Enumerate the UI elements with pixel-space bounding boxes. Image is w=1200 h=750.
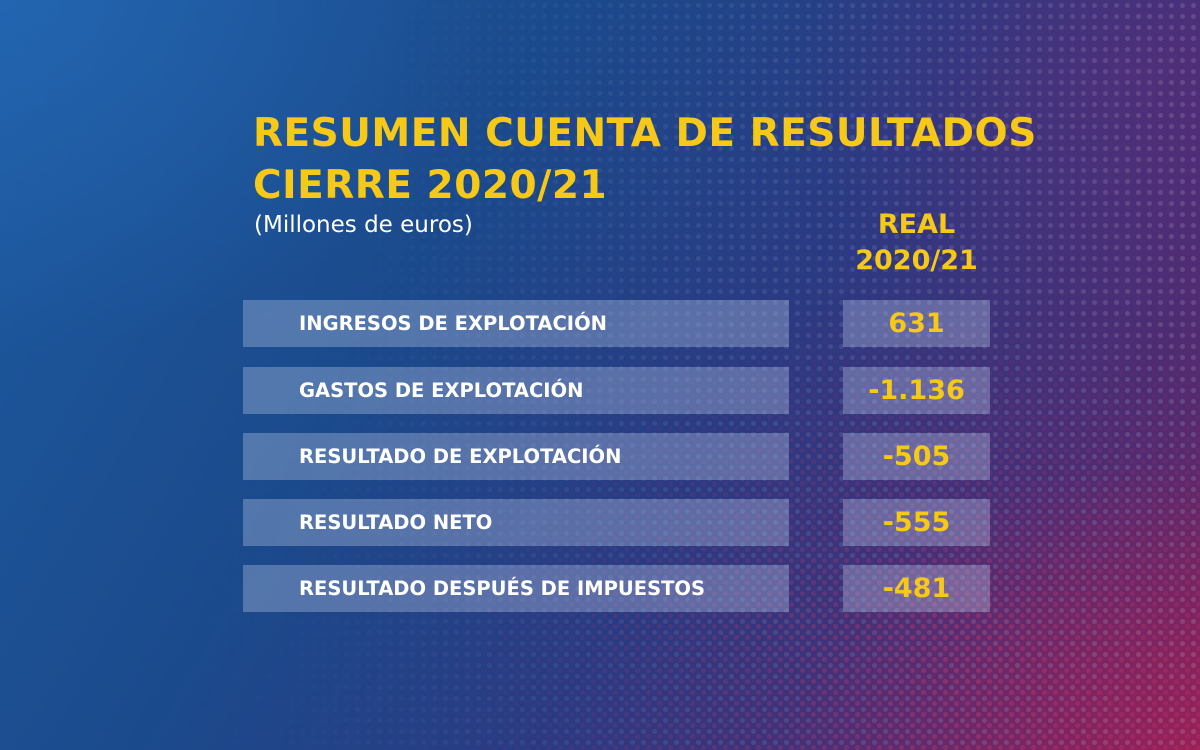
row-value-box: 631 [843,300,990,347]
row-label: RESULTADO DESPUÉS DE IMPUESTOS [299,577,706,600]
row-value-box: -505 [843,433,990,480]
table-row-resultado-explotacion: RESULTADO DE EXPLOTACIÓN -505 [0,433,1200,480]
row-value-box: -555 [843,499,990,546]
row-value: 631 [888,308,945,339]
row-value: -481 [882,573,951,604]
row-value-box: -1.136 [843,367,990,414]
column-header-line-2: 2020/21 [855,245,978,276]
column-header-line-1: REAL [877,209,956,240]
row-value: -505 [882,441,951,472]
row-label-box: RESULTADO NETO [243,499,789,546]
row-label: GASTOS DE EXPLOTACIÓN [299,379,584,402]
row-value: -555 [882,507,951,538]
column-header: REAL 2020/21 [843,207,990,279]
row-value-box: -481 [843,565,990,612]
title-line-1: RESUMEN CUENTA DE RESULTADOS [253,111,1037,156]
table-row-gastos: GASTOS DE EXPLOTACIÓN -1.136 [0,367,1200,414]
row-label-box: RESULTADO DE EXPLOTACIÓN [243,433,789,480]
page-title: RESUMEN CUENTA DE RESULTADOS CIERRE 2020… [253,108,1037,212]
row-label-box: RESULTADO DESPUÉS DE IMPUESTOS [243,565,789,612]
row-label-box: INGRESOS DE EXPLOTACIÓN [243,300,789,347]
title-line-2: CIERRE 2020/21 [253,163,608,208]
row-label: RESULTADO NETO [299,511,493,534]
row-label: RESULTADO DE EXPLOTACIÓN [299,445,622,468]
units-subtitle: (Millones de euros) [254,212,473,238]
table-row-ingresos: INGRESOS DE EXPLOTACIÓN 631 [0,300,1200,347]
table-row-resultado-despues-impuestos: RESULTADO DESPUÉS DE IMPUESTOS -481 [0,565,1200,612]
row-value: -1.136 [868,375,965,406]
row-label: INGRESOS DE EXPLOTACIÓN [299,312,607,335]
table-row-resultado-neto: RESULTADO NETO -555 [0,499,1200,546]
row-label-box: GASTOS DE EXPLOTACIÓN [243,367,789,414]
